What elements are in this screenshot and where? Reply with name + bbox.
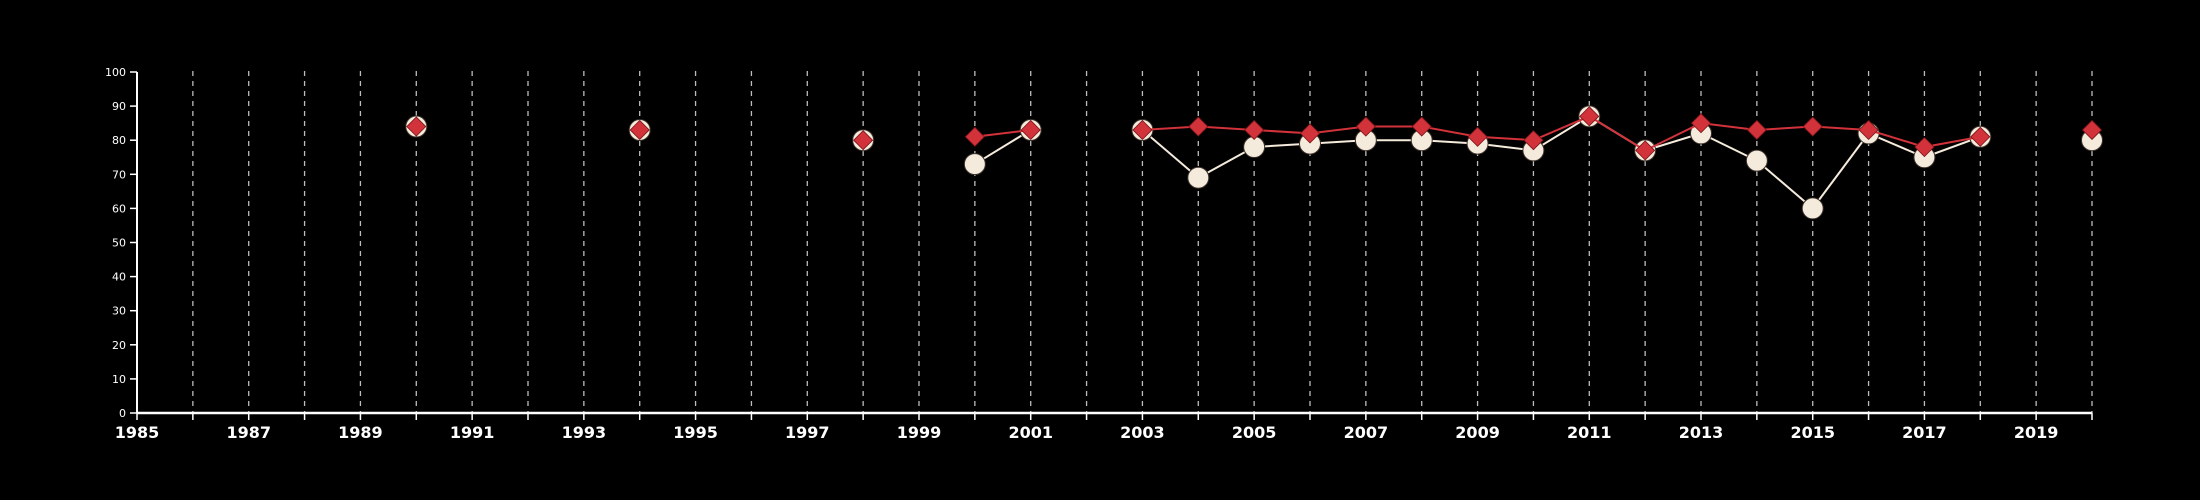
x-tick-label: 2009 [1455, 423, 1500, 442]
x-tick-label: 2011 [1567, 423, 1612, 442]
data-point-diamond [1467, 126, 1488, 147]
data-point-diamond [1802, 116, 1823, 137]
series-circle-line [1756, 159, 1814, 210]
x-tick-label: 1985 [115, 423, 160, 442]
x-tick-label: 2001 [1008, 423, 1053, 442]
x-tick-label: 1995 [673, 423, 718, 442]
y-tick-label: 40 [112, 271, 126, 284]
data-point-circle [1187, 166, 1210, 189]
data-point-diamond [1132, 119, 1153, 141]
series-diamond-line [974, 128, 1031, 138]
data-point-circle [1745, 149, 1768, 172]
x-tick-label: 2015 [1790, 423, 1835, 442]
series-diamond-line [1868, 129, 1925, 148]
data-point-diamond [1020, 119, 1041, 141]
y-tick-label: 90 [112, 100, 126, 113]
data-point-circle [1801, 197, 1824, 220]
x-tick-label: 1993 [562, 423, 607, 442]
data-point-diamond [1970, 126, 1991, 147]
x-tick-label: 1989 [338, 423, 383, 442]
series-diamond-line [1309, 125, 1366, 135]
series-diamond-line [1924, 135, 1981, 149]
data-point-diamond [1411, 116, 1432, 137]
y-tick-label: 10 [112, 373, 126, 386]
x-tick-label: 1999 [897, 423, 942, 442]
series-diamond-line [1644, 122, 1702, 152]
y-tick-label: 80 [112, 134, 126, 147]
data-point-diamond [629, 119, 650, 141]
data-point-diamond [1299, 123, 1321, 144]
data-point-diamond [2081, 119, 2103, 141]
x-tick-label: 1987 [226, 423, 271, 442]
x-tick-label: 2005 [1232, 423, 1277, 442]
x-tick-label: 2007 [1344, 423, 1389, 442]
series-circle-line [1811, 132, 1870, 209]
data-point-diamond [1635, 140, 1656, 161]
data-point-diamond [853, 130, 874, 151]
data-point-circle [963, 153, 986, 176]
data-point-diamond [1690, 113, 1712, 134]
x-tick-label: 2019 [2014, 423, 2059, 442]
data-point-diamond [1579, 106, 1600, 127]
data-point-diamond [1746, 119, 1767, 141]
y-tick-label: 30 [112, 305, 126, 318]
y-tick-label: 70 [112, 168, 126, 181]
data-point-diamond [1244, 119, 1265, 141]
data-point-diamond [1914, 136, 1935, 158]
x-tick-label: 2013 [1679, 423, 1724, 442]
series-diamond [406, 106, 2103, 161]
axes: 0 10 20 30 40 50 60 70 80 90 100 1985 1987 1989 1991 19… [105, 66, 2093, 442]
grid [192, 71, 2093, 413]
y-tick-label: 60 [112, 202, 126, 215]
data-point-diamond [1355, 116, 1376, 137]
series-diamond-line [1700, 122, 1757, 131]
y-tick-label: 100 [105, 66, 126, 79]
y-tick-label: 50 [112, 237, 126, 250]
series-diamond-line [1533, 115, 1590, 142]
x-tick-label: 1991 [450, 423, 495, 442]
x-tick-label: 2003 [1120, 423, 1165, 442]
series-diamond-line [1421, 125, 1478, 138]
data-point-diamond [1523, 130, 1544, 151]
x-tick-label: 1997 [785, 423, 830, 442]
data-point-diamond [1858, 119, 1879, 141]
series-diamond-line [1588, 115, 1646, 152]
data-point-diamond [964, 126, 985, 147]
data-point-diamond [1188, 116, 1209, 137]
y-tick-label: 20 [112, 339, 126, 352]
series-circle-line [1141, 129, 1199, 179]
data-point-diamond [406, 116, 427, 137]
series-layer [405, 105, 2103, 220]
x-tick-label: 2017 [1902, 423, 1947, 442]
y-tick-label: 0 [119, 407, 126, 420]
